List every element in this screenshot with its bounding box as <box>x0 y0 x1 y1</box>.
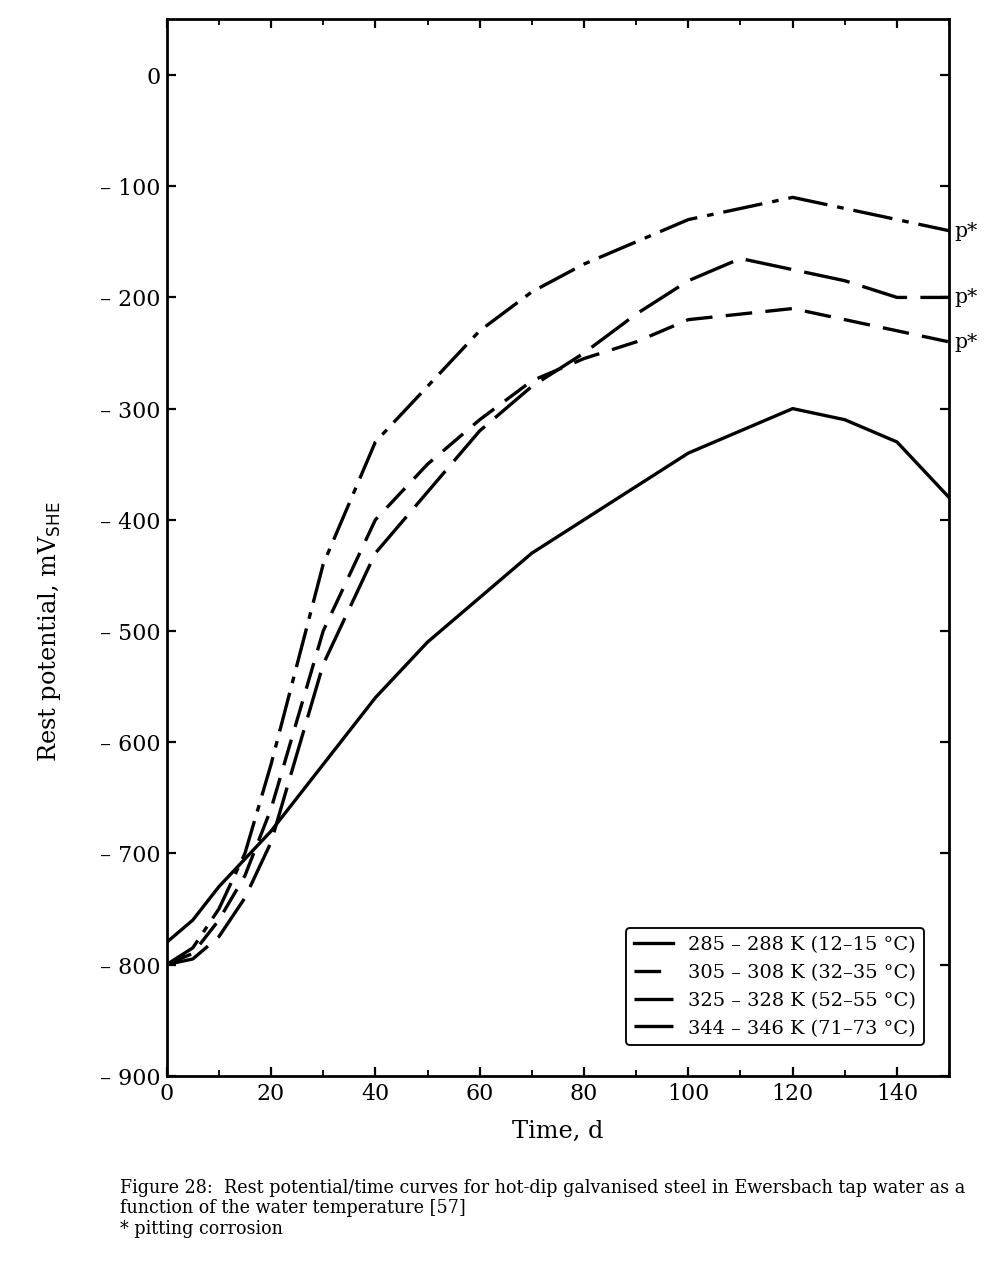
Text: p*: p* <box>954 288 977 307</box>
X-axis label: Time, d: Time, d <box>512 1119 603 1142</box>
Legend: 285 – 288 K (12–15 °C), 305 – 308 K (32–35 °C), 325 – 328 K (52–55 °C), 344 – 34: 285 – 288 K (12–15 °C), 305 – 308 K (32–… <box>626 928 923 1045</box>
Text: Figure 28:  Rest potential/time curves for hot-dip galvanised steel in Ewersbach: Figure 28: Rest potential/time curves fo… <box>120 1178 964 1238</box>
Text: p*: p* <box>954 332 977 352</box>
Text: p*: p* <box>954 221 977 241</box>
Text: Rest potential, mV$_{\mathrm{SHE}}$: Rest potential, mV$_{\mathrm{SHE}}$ <box>36 501 64 762</box>
